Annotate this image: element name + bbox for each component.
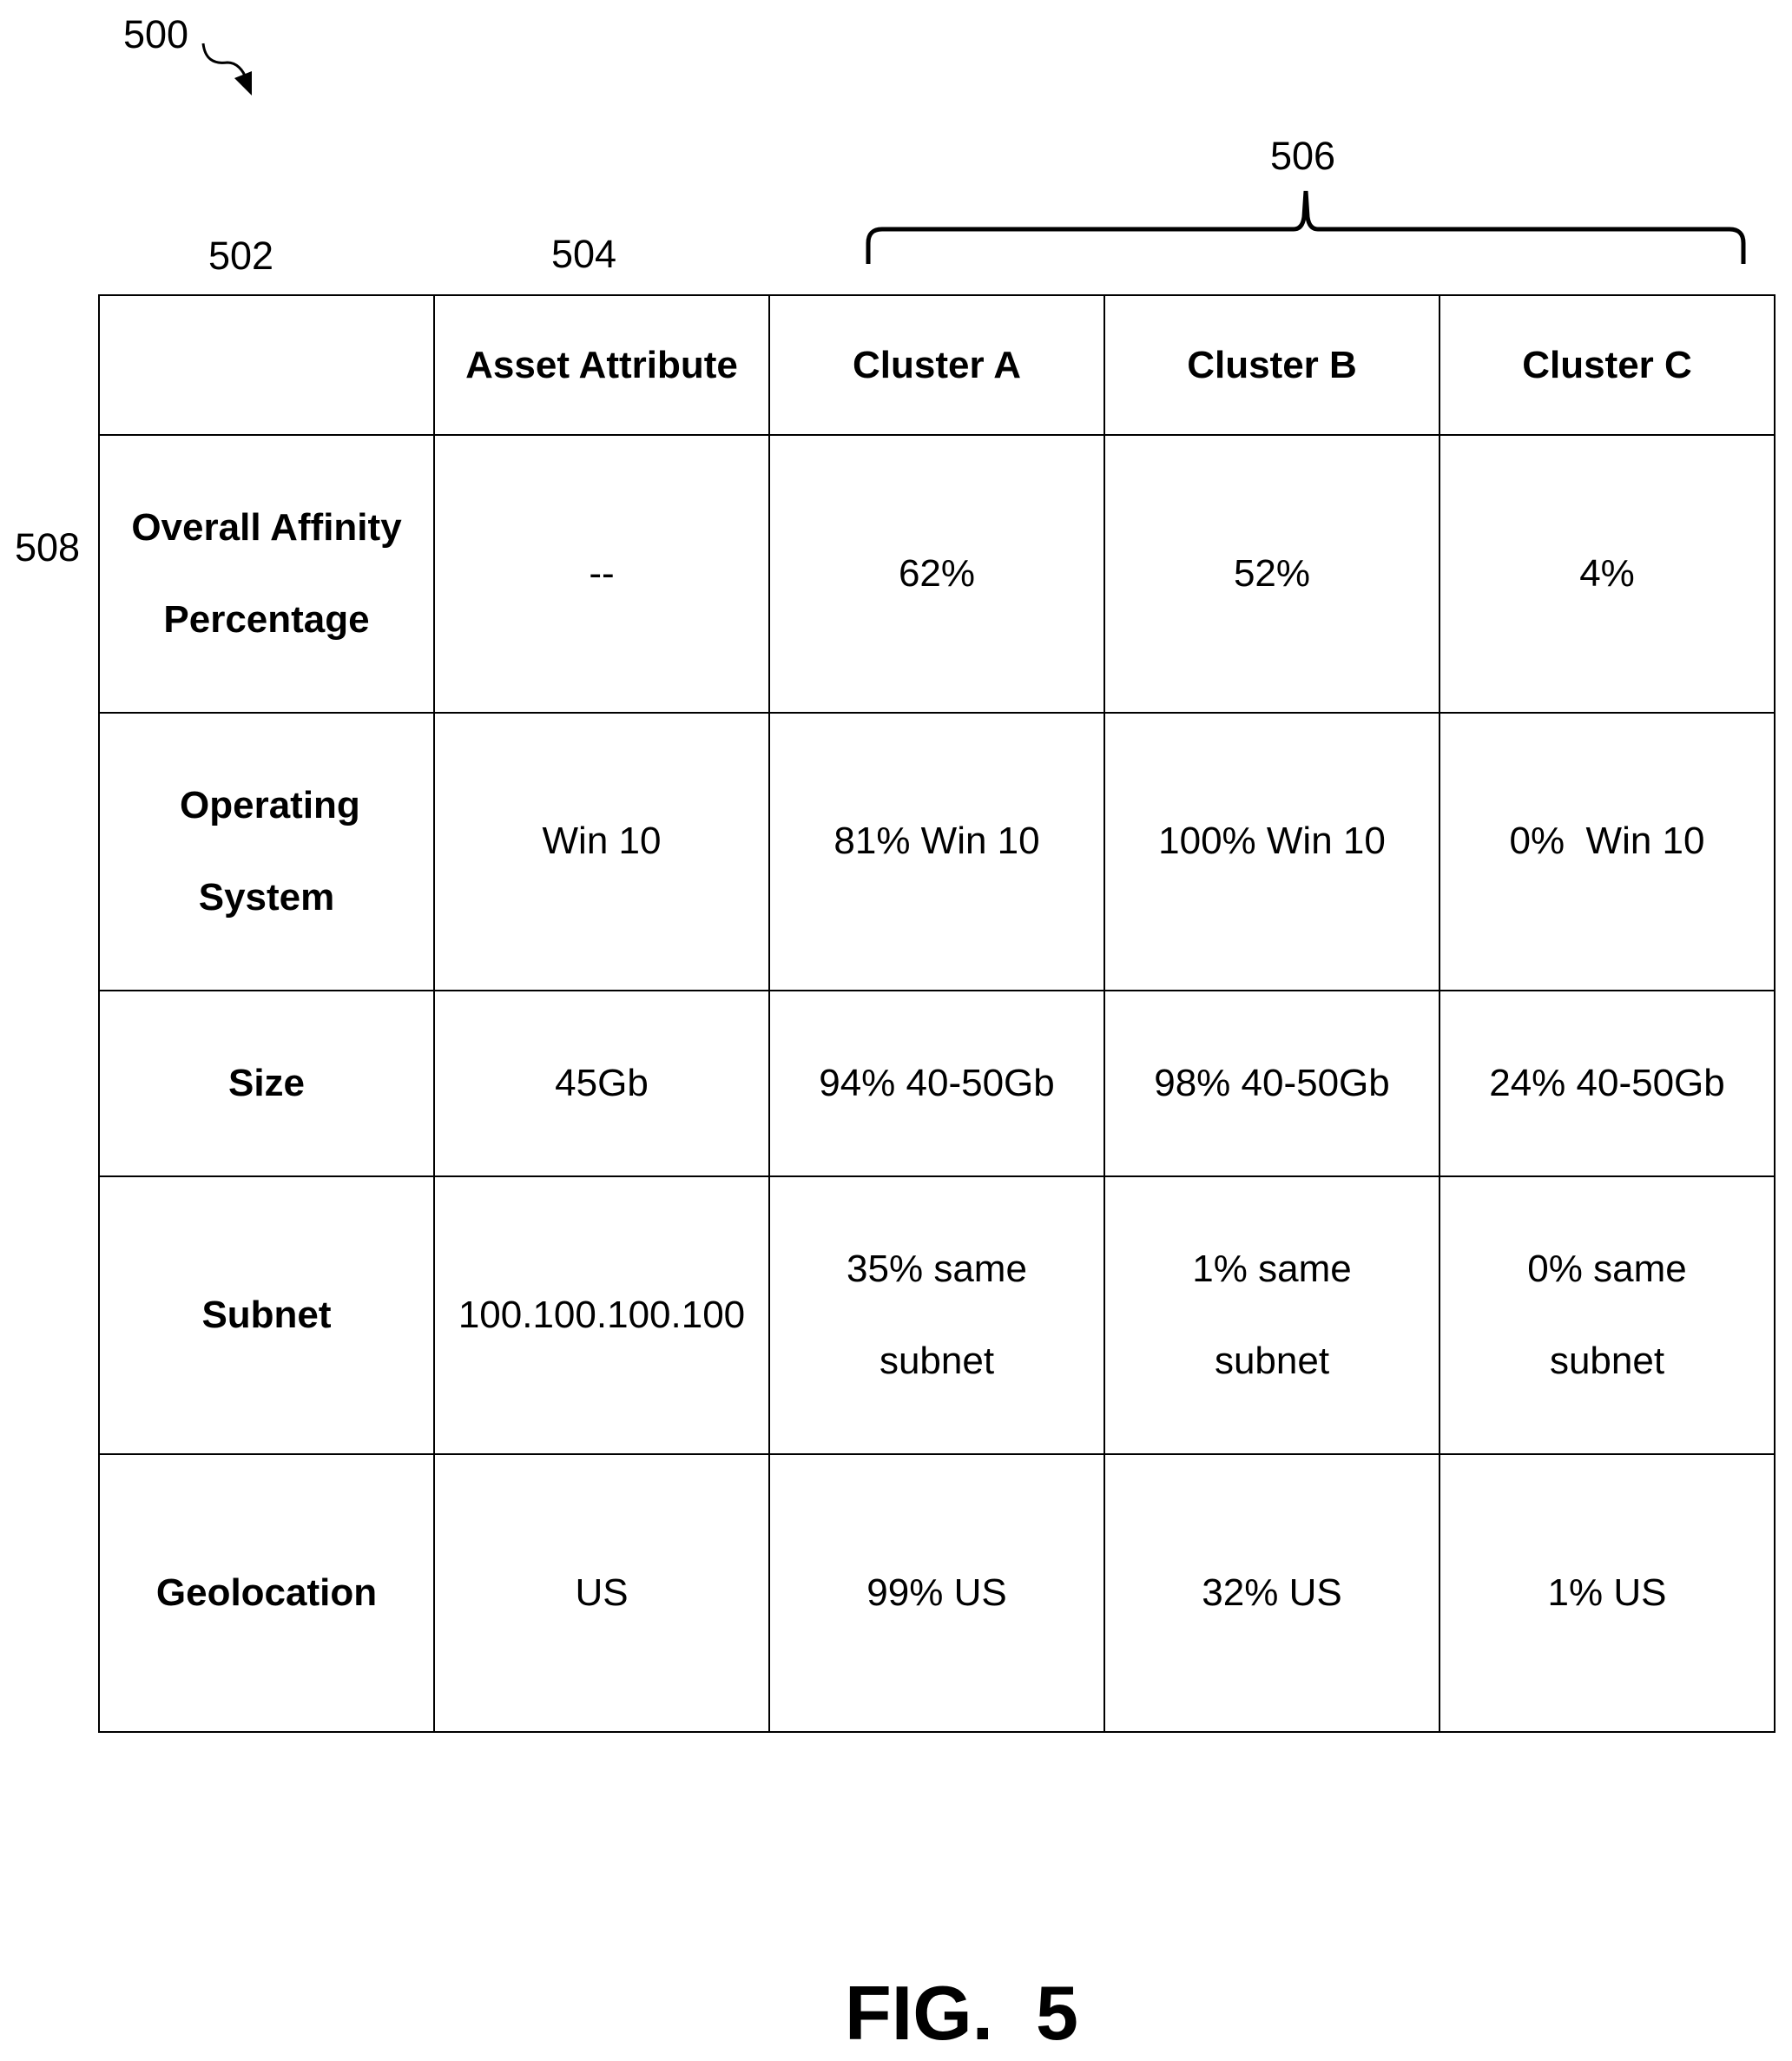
table-header-row: Asset Attribute Cluster A Cluster B Clus…: [98, 294, 1776, 436]
cluster-a-value-text: 81% Win 10: [833, 819, 1040, 862]
asset-value: US: [433, 1453, 770, 1733]
cluster-b-value: 52%: [1104, 434, 1440, 714]
cluster-b-value-text: 1% same subnet: [1192, 1248, 1352, 1382]
cluster-b-value-text: 100% Win 10: [1158, 819, 1386, 862]
table-row: Size 45Gb 94% 40-50Gb 98% 40-50Gb 24% 40…: [98, 990, 1776, 1177]
asset-value: 45Gb: [433, 990, 770, 1177]
header-asset-attribute: Asset Attribute: [433, 294, 770, 436]
asset-value: Win 10: [433, 712, 770, 991]
reference-numeral-500: 500: [123, 12, 189, 56]
cluster-b-value: 100% Win 10: [1104, 712, 1440, 991]
brace-506: [866, 190, 1746, 264]
asset-value-text: Win 10: [542, 819, 662, 862]
table-row: Operating System Win 10 81% Win 10 100% …: [98, 712, 1776, 991]
header-cluster-c: Cluster C: [1439, 294, 1776, 436]
cluster-c-value-text: 0% same subnet: [1527, 1248, 1687, 1382]
row-label-text: Operating System: [180, 784, 360, 919]
cluster-c-value: 4%: [1439, 434, 1776, 714]
row-label: Subnet: [98, 1175, 435, 1455]
cluster-c-value: 1% US: [1439, 1453, 1776, 1733]
reference-numeral-506: 506: [1270, 134, 1336, 178]
cluster-a-value: 62%: [768, 434, 1105, 714]
asset-value: --: [433, 434, 770, 714]
header-cluster-a: Cluster A: [768, 294, 1105, 436]
cluster-a-value: 81% Win 10: [768, 712, 1105, 991]
cluster-c-value: 24% 40-50Gb: [1439, 990, 1776, 1177]
table-row: Overall Affinity Percentage -- 62% 52% 4…: [98, 434, 1776, 714]
row-label: Operating System: [98, 712, 435, 991]
reference-numeral-504: 504: [551, 232, 617, 276]
cluster-c-value: 0% Win 10: [1439, 712, 1776, 991]
cluster-a-value: 35% same subnet: [768, 1175, 1105, 1455]
arrow-head-500: [234, 71, 252, 95]
cluster-a-value: 99% US: [768, 1453, 1105, 1733]
annotation-overlay: [201, 43, 1746, 264]
reference-numeral-508: 508: [15, 525, 81, 570]
cluster-a-value-text: 35% same subnet: [847, 1248, 1027, 1382]
row-label: Overall Affinity Percentage: [98, 434, 435, 714]
table-row: Subnet 100.100.100.100 35% same subnet 1…: [98, 1175, 1776, 1455]
cluster-b-value: 32% US: [1104, 1453, 1440, 1733]
cluster-b-value: 1% same subnet: [1104, 1175, 1440, 1455]
table-row: Geolocation US 99% US 32% US 1% US: [98, 1453, 1776, 1733]
cluster-c-value: 0% same subnet: [1439, 1175, 1776, 1455]
cluster-b-value: 98% 40-50Gb: [1104, 990, 1440, 1177]
row-label: Geolocation: [98, 1453, 435, 1733]
header-cluster-b: Cluster B: [1104, 294, 1440, 436]
row-label-text: Overall Affinity Percentage: [131, 506, 402, 641]
figure-label: FIG. 5: [845, 1970, 1078, 2056]
cluster-c-value-text: 0% Win 10: [1509, 819, 1705, 862]
header-empty-cell: [98, 294, 435, 436]
affinity-table: Asset Attribute Cluster A Cluster B Clus…: [98, 294, 1776, 1733]
asset-value: 100.100.100.100: [433, 1175, 770, 1455]
reference-numeral-502: 502: [208, 234, 274, 278]
row-label: Size: [98, 990, 435, 1177]
cluster-a-value: 94% 40-50Gb: [768, 990, 1105, 1177]
lead-line-500: [201, 43, 248, 81]
